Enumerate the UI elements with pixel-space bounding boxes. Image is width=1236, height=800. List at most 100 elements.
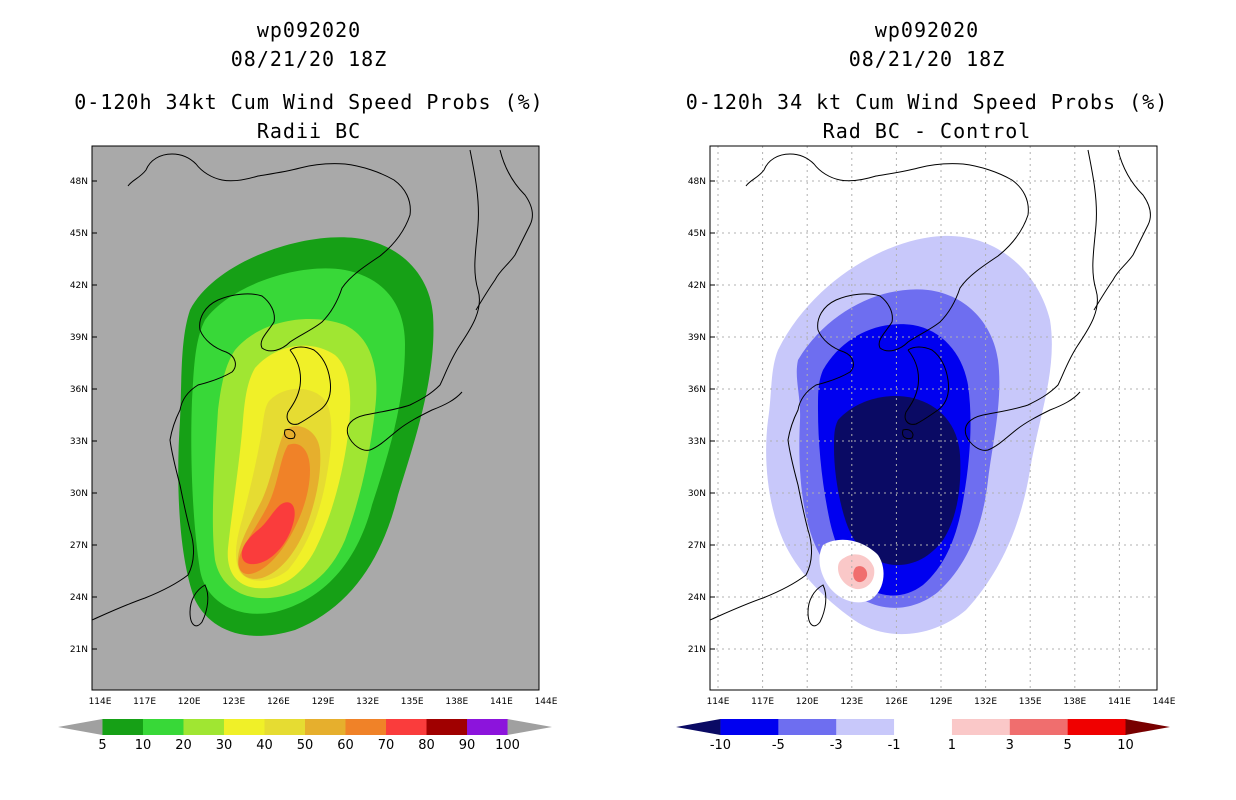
- colorbar-box: [1067, 719, 1127, 735]
- lat-tick-label: 39N: [70, 333, 88, 343]
- plot-subtitle: Rad BC - Control: [822, 119, 1032, 143]
- difference-contours: [766, 235, 1052, 635]
- map-frame: [91, 145, 540, 691]
- colorbar-box: [1009, 719, 1069, 735]
- graticule: [710, 146, 1157, 690]
- plot-subtitle: Radii BC: [256, 119, 362, 143]
- lat-tick-label: 39N: [688, 333, 706, 343]
- lon-tick-label: 144E: [1153, 697, 1176, 707]
- datetime: 08/21/20 18Z: [848, 47, 1006, 71]
- colorbar-label: 90: [459, 738, 476, 753]
- left-map: 114E 117E 120E 123E 126E 129E 132E 135E 138E 141E…: [58, 145, 558, 753]
- colorbar-label: -1: [888, 738, 901, 753]
- lon-tick-label: 138E: [1063, 697, 1086, 707]
- colorbar-label: 100: [495, 738, 520, 753]
- colorbar-box: [264, 719, 306, 735]
- lat-tick-label: 30N: [70, 489, 88, 499]
- colorbar-box: [894, 719, 953, 735]
- lat-tick-label: 33N: [70, 437, 88, 447]
- colorbar-label: 3: [1006, 738, 1014, 753]
- right-map: 114E 117E 120E 123E 126E 129E 132E 135E 138E 141E…: [676, 145, 1176, 753]
- colorbar-label: 70: [378, 738, 395, 753]
- lon-tick-label: 126E: [267, 697, 290, 707]
- right-panel: wp092020 08/21/20 18Z 0-120h 34 kt Cum W…: [618, 0, 1236, 800]
- lon-tick-label: 129E: [312, 697, 335, 707]
- colorbar-label: 80: [418, 738, 435, 753]
- lat-ticks: 48N 45N 42N 39N 36N 33N 30N 27N 24N 21N: [688, 177, 715, 655]
- lat-ticks: 48N 45N 42N 39N 36N 33N 30N 27N 24N 21N: [70, 177, 97, 655]
- colorbar-box: [426, 719, 468, 735]
- colorbar-box: [386, 719, 428, 735]
- colorbar-label: 60: [337, 738, 354, 753]
- lon-tick-label: 138E: [445, 697, 468, 707]
- lat-tick-label: 24N: [70, 593, 88, 603]
- lat-tick-label: 36N: [688, 385, 706, 395]
- lon-tick-label: 129E: [930, 697, 953, 707]
- lon-tick-label: 141E: [490, 697, 513, 707]
- probability-contours: [178, 237, 434, 636]
- storm-id: wp092020: [256, 18, 362, 42]
- colorbar-box: [467, 719, 509, 735]
- colorbar-box: [183, 719, 225, 735]
- lat-tick-label: 24N: [688, 593, 706, 603]
- coastlines: [710, 149, 1151, 627]
- lat-tick-label: 27N: [688, 541, 706, 551]
- colorbar-label: 20: [175, 738, 192, 753]
- colorbar-label: -10: [710, 738, 731, 753]
- lon-tick-label: 123E: [840, 697, 863, 707]
- colorbar-box: [836, 719, 895, 735]
- colorbar-box: [142, 719, 184, 735]
- colorbar-box: [305, 719, 347, 735]
- colorbar-label: 1: [948, 738, 956, 753]
- colorbar-label: 40: [256, 738, 273, 753]
- colorbar-box: [951, 719, 1011, 735]
- colorbar-label: -5: [772, 738, 785, 753]
- lon-ticks: 114E 117E 120E 123E 126E 129E 132E 135E 138E 141E…: [89, 697, 558, 707]
- colorbar: -10 -5 -3 -1 1 3 5 10: [676, 719, 1170, 753]
- colorbar-box: [720, 719, 779, 735]
- colorbar-label: -3: [830, 738, 843, 753]
- lon-tick-label: 117E: [751, 697, 774, 707]
- colorbar-right-arrow: [507, 719, 552, 735]
- colorbar-label: 5: [1064, 738, 1072, 753]
- lat-tick-label: 36N: [70, 385, 88, 395]
- colorbar-label: 10: [135, 738, 152, 753]
- lon-tick-label: 126E: [885, 697, 908, 707]
- lon-tick-label: 132E: [974, 697, 997, 707]
- lon-tick-label: 114E: [89, 697, 112, 707]
- map-frame: [709, 145, 1158, 691]
- lon-tick-label: 120E: [796, 697, 819, 707]
- lat-tick-label: 48N: [70, 177, 88, 187]
- lat-tick-label: 45N: [70, 229, 88, 239]
- colorbar-label: 5: [98, 738, 106, 753]
- colorbar-left-arrow: [676, 719, 721, 735]
- colorbar: 5 10 20 30 40 50 60 70 80 90 100: [58, 719, 552, 753]
- lat-tick-label: 45N: [688, 229, 706, 239]
- lat-tick-label: 21N: [70, 645, 88, 655]
- plot-title: 0-120h 34kt Cum Wind Speed Probs (%): [74, 90, 544, 114]
- colorbar-label: 50: [297, 738, 314, 753]
- plot-title: 0-120h 34 kt Cum Wind Speed Probs (%): [685, 90, 1169, 114]
- lat-tick-label: 27N: [70, 541, 88, 551]
- lon-tick-label: 117E: [133, 697, 156, 707]
- lon-tick-label: 141E: [1108, 697, 1131, 707]
- datetime: 08/21/20 18Z: [230, 47, 388, 71]
- lon-tick-label: 132E: [356, 697, 379, 707]
- lon-tick-label: 135E: [401, 697, 424, 707]
- lon-tick-label: 123E: [222, 697, 245, 707]
- lon-tick-label: 135E: [1019, 697, 1042, 707]
- lat-tick-label: 33N: [688, 437, 706, 447]
- lat-tick-label: 42N: [70, 281, 88, 291]
- colorbar-label: 10: [1117, 738, 1134, 753]
- colorbar-label: 30: [216, 738, 233, 753]
- colorbar-box: [223, 719, 265, 735]
- colorbar-box: [345, 719, 387, 735]
- lon-tick-label: 120E: [178, 697, 201, 707]
- colorbar-right-arrow: [1125, 719, 1170, 735]
- lon-tick-label: 114E: [707, 697, 730, 707]
- colorbar-box: [778, 719, 837, 735]
- colorbar-left-arrow: [58, 719, 103, 735]
- left-panel: wp092020 08/21/20 18Z 0-120h 34kt Cum Wi…: [58, 18, 558, 753]
- lon-ticks: 114E 117E 120E 123E 126E 129E 132E 135E 138E 141E…: [707, 697, 1176, 707]
- lat-tick-label: 30N: [688, 489, 706, 499]
